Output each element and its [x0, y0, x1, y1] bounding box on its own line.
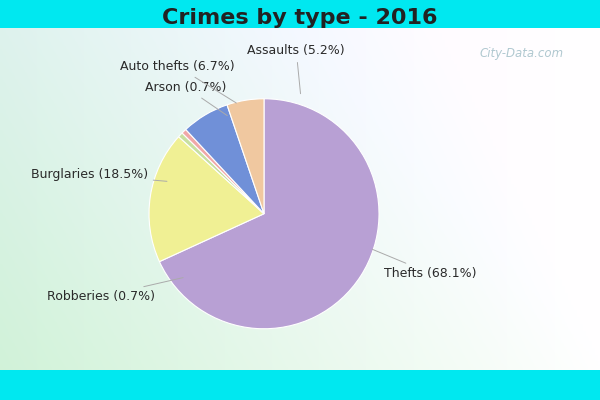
- Text: Crimes by type - 2016: Crimes by type - 2016: [162, 8, 438, 28]
- Text: Burglaries (18.5%): Burglaries (18.5%): [31, 168, 167, 181]
- Wedge shape: [160, 99, 379, 329]
- Wedge shape: [182, 130, 264, 214]
- Wedge shape: [186, 105, 264, 214]
- Text: Robberies (0.7%): Robberies (0.7%): [47, 278, 183, 303]
- Wedge shape: [179, 133, 264, 214]
- Text: Auto thefts (6.7%): Auto thefts (6.7%): [121, 60, 236, 103]
- Wedge shape: [227, 99, 264, 214]
- Text: Arson (0.7%): Arson (0.7%): [145, 81, 227, 116]
- Text: Assaults (5.2%): Assaults (5.2%): [247, 44, 345, 94]
- Text: City-Data.com: City-Data.com: [480, 48, 564, 60]
- Wedge shape: [149, 137, 264, 262]
- Text: Thefts (68.1%): Thefts (68.1%): [373, 249, 477, 280]
